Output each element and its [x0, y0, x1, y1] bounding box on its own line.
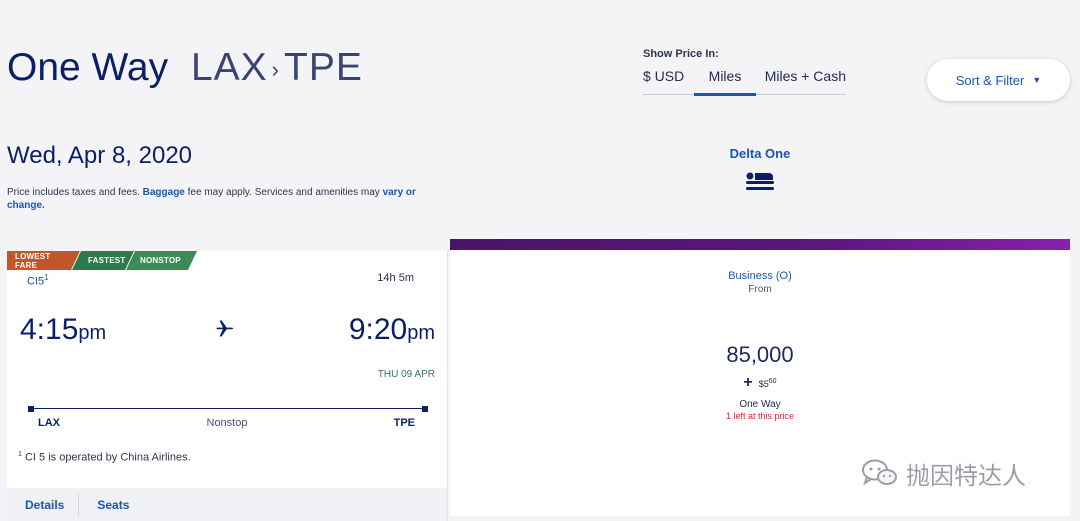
lie-flat-seat-icon	[746, 172, 774, 190]
footnote-marker: 1	[18, 451, 22, 458]
fare-availability: 1 left at this price	[725, 411, 795, 421]
fare-miles: 85,000	[726, 342, 794, 367]
watermark-text: 抛因特达人	[906, 461, 1026, 490]
fare-cabin-class: Business (O)	[728, 270, 792, 282]
price-tab-usd[interactable]: $ USD	[643, 68, 685, 84]
fare-from-label: From	[748, 284, 772, 295]
price-tab-miles[interactable]: Miles	[694, 66, 756, 96]
fare-trip-type: One Way	[739, 399, 781, 410]
wechat-icon	[862, 459, 897, 486]
footnote-text: CI 5 is operated by China Airlines.	[24, 451, 191, 464]
show-price-label: Show Price In:	[643, 48, 719, 60]
fare-cell-delta-one[interactable]: Business (O) From 85,000 + $560 One Way 1…	[450, 250, 1070, 516]
flight-number-note: 1	[44, 273, 49, 282]
flight-duration: 14h 5m	[377, 272, 414, 284]
origin-code: LAX	[190, 46, 268, 89]
badge-lowest-fare: LOWEST FARE	[7, 251, 80, 270]
fare-cash-dollars: $5	[758, 378, 769, 389]
price-toggle: $ USD Miles Miles + Cash	[643, 66, 846, 96]
route-separator-icon: ›	[271, 56, 280, 82]
destination-airport: TPE	[393, 417, 415, 429]
baggage-link[interactable]: Baggage	[142, 187, 185, 198]
route-timeline	[28, 406, 428, 412]
arrival-ampm: pm	[407, 322, 435, 344]
route: LAX › TPE	[191, 46, 363, 89]
flight-card: LOWEST FARE FASTEST NONSTOP CI51 14h 5m …	[7, 251, 448, 521]
fare-cash-cents: 60	[768, 377, 777, 385]
seats-link[interactable]: Seats	[97, 497, 130, 512]
notice-text-1: Price includes taxes and fees.	[7, 187, 140, 198]
price-tab-miles-cash[interactable]: Miles + Cash	[764, 68, 846, 84]
departure-time: 4:15pm	[20, 313, 106, 347]
trip-type: One Way	[7, 46, 169, 89]
flight-card-footer: Details Seats	[7, 488, 447, 521]
destination-marker	[422, 406, 428, 412]
details-link[interactable]: Details	[25, 497, 65, 512]
footer-divider	[78, 492, 80, 517]
badge-fastest: FASTEST	[72, 251, 134, 270]
departure-time-value: 4:15	[20, 313, 79, 346]
destination-code: TPE	[284, 46, 363, 89]
cabin-column-title: Delta One	[729, 146, 791, 161]
origin-airport: LAX	[38, 417, 60, 429]
arrival-date: THU 09 APR	[377, 369, 435, 380]
sort-filter-label: Sort & Filter	[955, 72, 1025, 88]
caret-down-icon: ▼	[1032, 75, 1042, 85]
vary-or-change-link[interactable]: vary or change.	[7, 187, 416, 211]
departure-date: Wed, Apr 8, 2020	[7, 142, 193, 169]
arrival-time: 9:20pm	[349, 313, 435, 347]
badge-nonstop: NONSTOP	[126, 251, 197, 270]
flight-number-link[interactable]: CI51	[27, 273, 49, 288]
arrival-time-value: 9:20	[348, 313, 408, 346]
stops-info: Nonstop	[206, 417, 248, 429]
fare-cash-amount: $560	[758, 377, 777, 389]
price-notice: Price includes taxes and fees. Baggage f…	[7, 186, 427, 212]
flight-number: CI5	[27, 275, 45, 288]
fare-cabin-accent-bar	[450, 239, 1070, 250]
plus-icon: +	[743, 374, 753, 391]
flight-badges: LOWEST FARE FASTEST NONSTOP	[7, 251, 197, 270]
page-title: One Way LAX › TPE	[7, 44, 363, 94]
sort-filter-button[interactable]: Sort & Filter ▼	[927, 59, 1070, 101]
origin-marker	[28, 406, 34, 412]
fare-cash: + $560	[670, 374, 850, 392]
airplane-icon	[216, 320, 234, 337]
timeline-line	[28, 408, 428, 409]
watermark: 抛因特达人	[860, 456, 1026, 490]
operator-footnote: 1 CI 5 is operated by China Airlines.	[18, 451, 191, 464]
departure-ampm: pm	[78, 322, 107, 344]
notice-text-2: fee may apply. Services and amenities ma…	[187, 187, 380, 198]
